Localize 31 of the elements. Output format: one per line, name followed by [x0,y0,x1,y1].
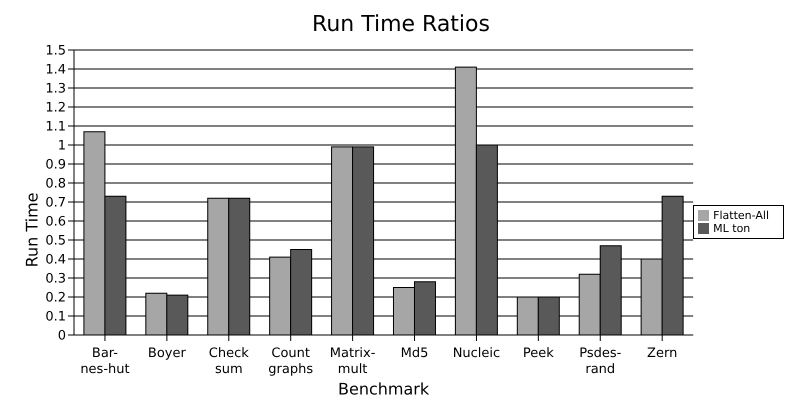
y-tick-label: 0 [58,328,66,344]
y-tick-label: 0.1 [45,310,66,325]
y-tick-label: 0.3 [45,272,66,287]
y-tick-label: 1.4 [45,62,66,78]
x-tick-label: Bar- nes-hut [80,346,130,377]
y-tick-label: 0.2 [45,290,66,306]
y-tick-label: 0.4 [45,252,66,268]
x-tick-label: Psdes- rand [579,346,622,377]
y-tick-label: 0.8 [45,176,66,192]
x-tick-label: Peek [522,346,554,361]
x-tick-label: Matrix- mult [330,346,376,377]
y-tick-label: 1.2 [45,100,66,116]
y-tick-label: 0.5 [45,234,66,249]
y-tick-label: 1.1 [45,120,66,135]
y-tick-label: 1 [58,138,66,154]
y-tick-label: 1.3 [45,82,66,97]
legend-label: Flatten-All [713,208,769,222]
y-tick-label: 0.7 [45,196,66,211]
x-tick-label: Count graphs [268,346,314,377]
y-tick-label: 0.9 [45,158,66,173]
y-tick-label: 1.5 [45,44,66,59]
x-tick-label: Boyer [148,346,186,361]
x-tick-label: Zern [647,346,678,361]
x-axis-title: Benchmark [338,379,430,398]
y-axis-title: Run Time [22,192,42,268]
legend-label: ML ton [713,222,750,234]
x-tick-label: Md5 [400,346,428,361]
y-tick-label: 0.6 [45,214,66,230]
x-tick-label: Nucleic [452,346,500,361]
x-tick-label: Check sum [208,346,250,377]
chart-title: Run Time Ratios [311,11,491,39]
